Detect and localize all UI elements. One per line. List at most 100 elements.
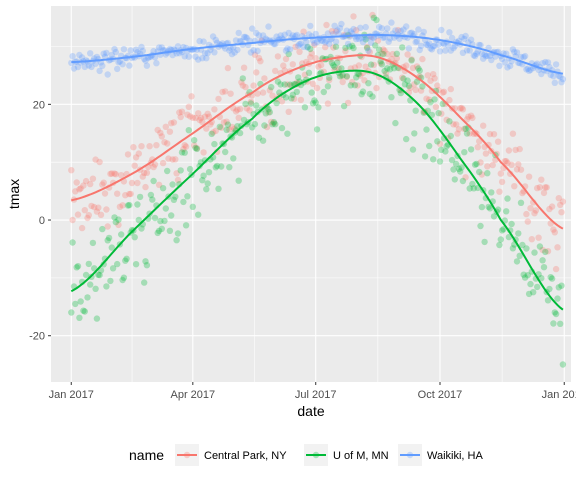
point-u-of-m-mn: [355, 70, 363, 78]
point-central-park-ny: [504, 159, 511, 167]
point-waikiki-ha: [397, 27, 404, 35]
point-central-park-ny: [274, 53, 282, 60]
point-central-park-ny: [450, 121, 457, 128]
point-u-of-m-mn: [490, 213, 498, 220]
point-waikiki-ha: [74, 63, 82, 71]
point-central-park-ny: [130, 144, 137, 151]
point-u-of-m-mn: [326, 74, 333, 81]
point-central-park-ny: [528, 236, 535, 243]
point-u-of-m-mn: [208, 130, 215, 138]
point-u-of-m-mn: [212, 164, 219, 171]
point-u-of-m-mn: [87, 281, 94, 288]
point-waikiki-ha: [477, 42, 484, 49]
point-central-park-ny: [153, 142, 160, 149]
point-u-of-m-mn: [80, 307, 87, 314]
point-waikiki-ha: [384, 25, 391, 32]
point-u-of-m-mn: [393, 50, 400, 57]
point-central-park-ny: [332, 28, 340, 35]
point-waikiki-ha: [265, 23, 272, 30]
point-central-park-ny: [263, 123, 271, 131]
point-waikiki-ha: [524, 65, 531, 72]
point-u-of-m-mn: [359, 88, 367, 95]
point-central-park-ny: [68, 167, 75, 174]
point-u-of-m-mn: [347, 82, 354, 89]
point-central-park-ny: [246, 107, 253, 114]
point-waikiki-ha: [492, 53, 499, 60]
point-central-park-ny: [542, 184, 549, 191]
point-central-park-ny: [224, 64, 232, 72]
point-u-of-m-mn: [423, 126, 430, 133]
point-central-park-ny: [442, 100, 449, 108]
point-u-of-m-mn: [222, 148, 229, 156]
point-waikiki-ha: [423, 41, 430, 48]
point-waikiki-ha: [285, 29, 292, 37]
point-waikiki-ha: [444, 42, 452, 49]
point-u-of-m-mn: [342, 44, 349, 52]
point-u-of-m-mn: [192, 144, 199, 152]
point-waikiki-ha: [289, 32, 296, 39]
y-axis-title: tmax: [6, 179, 22, 209]
point-u-of-m-mn: [315, 104, 322, 111]
point-central-park-ny: [95, 204, 102, 211]
point-u-of-m-mn: [200, 172, 207, 179]
point-waikiki-ha: [392, 27, 399, 34]
point-central-park-ny: [511, 183, 518, 190]
point-central-park-ny: [131, 162, 138, 169]
point-u-of-m-mn: [498, 227, 506, 234]
point-waikiki-ha: [262, 35, 269, 42]
point-u-of-m-mn: [204, 180, 211, 187]
point-central-park-ny: [139, 173, 146, 180]
point-u-of-m-mn: [68, 309, 75, 316]
point-u-of-m-mn: [443, 143, 450, 150]
point-waikiki-ha: [416, 46, 423, 54]
point-u-of-m-mn: [378, 61, 386, 68]
point-u-of-m-mn: [189, 203, 196, 210]
point-u-of-m-mn: [159, 185, 167, 192]
point-central-park-ny: [503, 158, 510, 165]
point-u-of-m-mn: [199, 177, 206, 184]
point-waikiki-ha: [436, 48, 444, 55]
point-waikiki-ha: [350, 25, 357, 33]
point-u-of-m-mn: [295, 74, 302, 81]
point-u-of-m-mn: [521, 274, 529, 281]
point-u-of-m-mn: [81, 308, 89, 315]
point-central-park-ny: [103, 206, 110, 213]
point-waikiki-ha: [169, 51, 176, 59]
point-central-park-ny: [251, 51, 259, 58]
point-central-park-ny: [78, 224, 86, 232]
point-u-of-m-mn: [447, 132, 454, 140]
point-u-of-m-mn: [485, 203, 492, 211]
point-u-of-m-mn: [143, 262, 151, 269]
point-central-park-ny: [159, 159, 167, 167]
point-waikiki-ha: [534, 60, 541, 67]
point-central-park-ny: [192, 114, 199, 122]
point-u-of-m-mn: [249, 124, 256, 131]
point-central-park-ny: [463, 116, 471, 123]
point-u-of-m-mn: [455, 165, 463, 172]
point-central-park-ny: [351, 64, 359, 71]
point-waikiki-ha: [281, 31, 288, 38]
point-waikiki-ha: [474, 48, 481, 55]
point-central-park-ny: [132, 154, 140, 161]
point-central-park-ny: [84, 214, 91, 222]
point-u-of-m-mn: [282, 94, 290, 101]
point-central-park-ny: [182, 143, 190, 150]
point-u-of-m-mn: [313, 126, 321, 133]
point-waikiki-ha: [353, 35, 360, 43]
point-central-park-ny: [363, 43, 371, 51]
point-u-of-m-mn: [150, 177, 157, 185]
point-waikiki-ha: [293, 31, 300, 39]
point-waikiki-ha: [93, 53, 101, 61]
point-u-of-m-mn: [431, 96, 438, 103]
point-u-of-m-mn: [358, 91, 365, 98]
point-u-of-m-mn: [304, 43, 311, 51]
point-waikiki-ha: [88, 63, 95, 71]
point-u-of-m-mn: [370, 14, 377, 21]
smooth-line-u-of-m-mn: [70, 69, 564, 311]
point-u-of-m-mn: [234, 123, 241, 130]
point-u-of-m-mn: [85, 260, 93, 268]
point-central-park-ny: [509, 130, 517, 137]
point-central-park-ny: [247, 98, 255, 106]
point-central-park-ny: [226, 126, 233, 133]
point-u-of-m-mn: [262, 110, 269, 117]
